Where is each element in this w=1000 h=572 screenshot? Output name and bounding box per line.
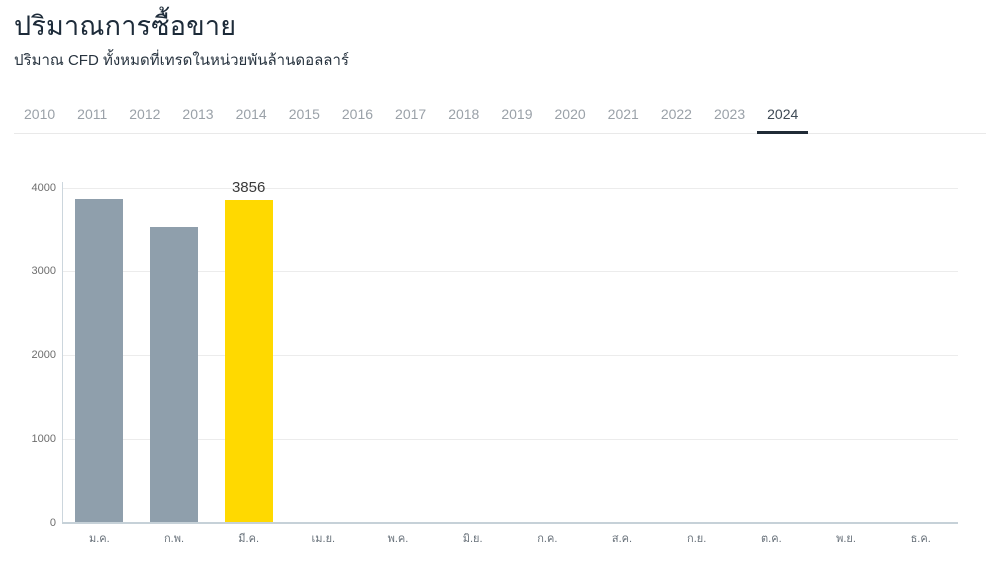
x-tick-label-apr: เม.ย. <box>311 533 336 545</box>
tab-2021[interactable]: 2021 <box>607 106 639 122</box>
y-tick-label-2000: 2000 <box>31 349 56 362</box>
x-tick-label-jun: มิ.ย. <box>462 533 483 545</box>
y-tick-label-0: 0 <box>49 517 56 529</box>
x-tick-label-sep: ก.ย. <box>687 533 707 545</box>
page-subtitle: ปริมาณ CFD ทั้งหมดที่เทรดในหน่วยพันล้านด… <box>14 52 349 69</box>
x-tick-label-mar: มี.ค. <box>238 533 260 545</box>
bar-value-label-mar: 3856 <box>231 178 266 196</box>
x-axis-line <box>62 522 958 524</box>
gridline-2000 <box>62 355 958 357</box>
tab-2019[interactable]: 2019 <box>501 106 533 122</box>
gridline-1000 <box>62 439 958 441</box>
page-title: ปริมาณการซื้อขาย <box>14 11 237 41</box>
gridline-4000 <box>62 187 958 189</box>
tab-2014[interactable]: 2014 <box>235 106 267 122</box>
x-tick-label-oct: ต.ค. <box>761 533 782 545</box>
bar-jan[interactable] <box>75 198 124 522</box>
tab-2017[interactable]: 2017 <box>395 106 427 122</box>
volume-bar-chart: 0 1000 2000 3000 4000 ม.ค. ก.พ. 3856 มี.ค. เม.ย. พ… <box>0 134 1000 572</box>
tab-2016[interactable]: 2016 <box>341 106 374 122</box>
tab-2012[interactable]: 2012 <box>129 106 161 122</box>
tab-2022[interactable]: 2022 <box>660 106 692 122</box>
tab-2011[interactable]: 2011 <box>77 106 108 122</box>
y-axis-line <box>62 182 63 523</box>
bar-feb[interactable] <box>150 227 198 522</box>
x-tick-label-dec: ธ.ค. <box>910 533 931 545</box>
tab-2023[interactable]: 2023 <box>713 106 746 122</box>
tab-2020[interactable]: 2020 <box>554 106 586 122</box>
x-tick-label-aug: ส.ค. <box>611 533 633 545</box>
x-tick-label-feb: ก.พ. <box>163 533 185 545</box>
y-tick-label-3000: 3000 <box>31 265 56 278</box>
tab-2024[interactable]: 2024 <box>757 97 809 134</box>
tab-2018[interactable]: 2018 <box>448 106 480 122</box>
gridline-3000 <box>62 271 958 273</box>
x-tick-label-may: พ.ค. <box>387 533 409 545</box>
x-tick-label-nov: พ.ย. <box>836 533 856 545</box>
bar-mar[interactable] <box>224 199 273 522</box>
y-tick-label-4000: 4000 <box>31 181 56 194</box>
tab-2015[interactable]: 2015 <box>288 106 320 122</box>
tab-2010[interactable]: 2010 <box>24 106 56 122</box>
y-tick-label-1000: 1000 <box>31 433 56 446</box>
tab-2013[interactable]: 2013 <box>182 106 214 122</box>
year-tabs: 2010 2011 2012 2013 2014 2015 2016 2017 2018 2019… <box>14 97 986 134</box>
x-tick-label-jul: ก.ค. <box>537 533 558 545</box>
x-tick-label-jan: ม.ค. <box>88 533 110 545</box>
